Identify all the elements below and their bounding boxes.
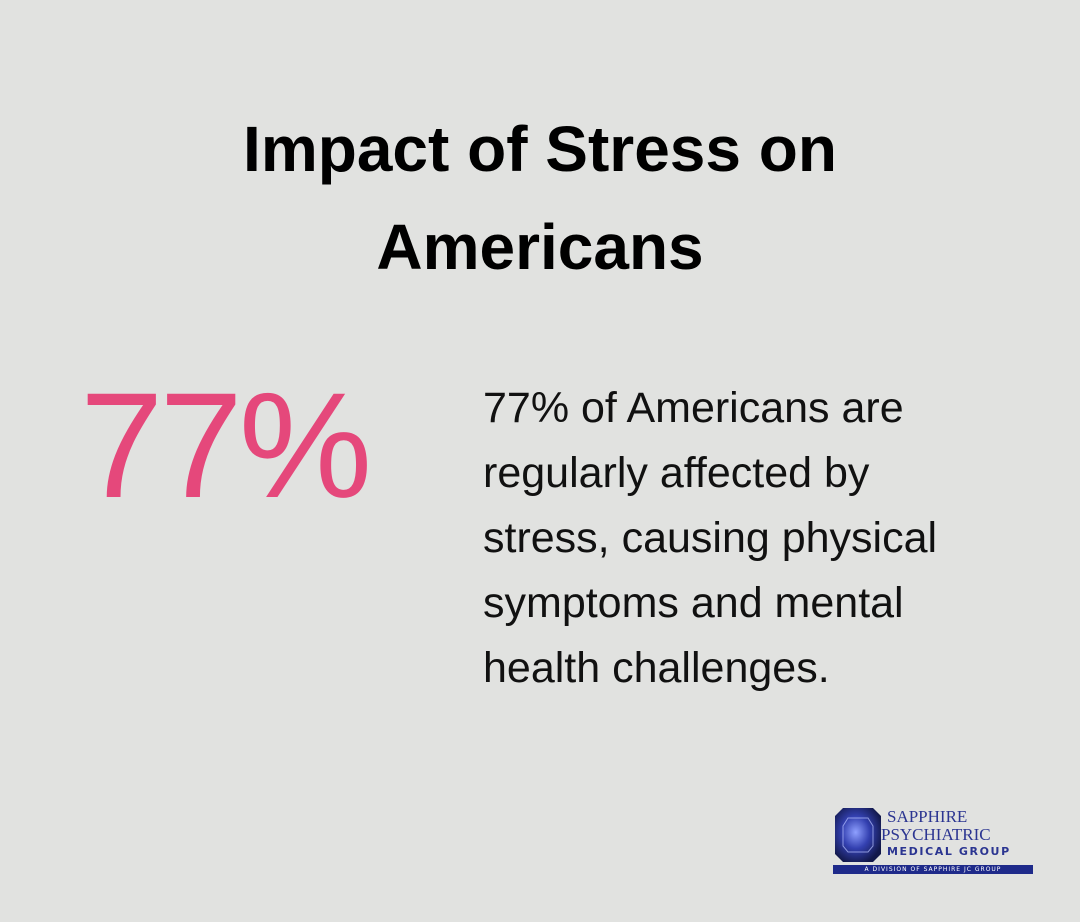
description: 77% of Americans are regularly affected b…: [483, 376, 937, 701]
logo: SAPPHIRE PSYCHIATRIC MEDICAL GROUP A DIV…: [833, 806, 1035, 876]
stat: 77%: [80, 361, 372, 529]
description-line: health challenges.: [483, 644, 830, 692]
logo-line3: MEDICAL GROUP: [887, 845, 1011, 858]
logo-line1: SAPPHIRE: [887, 807, 968, 826]
logo-gem: [835, 808, 881, 862]
logo-line2: PSYCHIATRIC: [881, 825, 991, 844]
description-line: 77% of Americans are: [483, 384, 904, 432]
description-line: regularly affected by: [483, 449, 870, 497]
title: Impact of Stress on Americans: [243, 113, 837, 283]
logo-tagline: A DIVISION OF SAPPHIRE JC GROUP: [833, 865, 1033, 874]
description-line: symptoms and mental: [483, 579, 904, 627]
description-line: stress, causing physical: [483, 514, 938, 562]
